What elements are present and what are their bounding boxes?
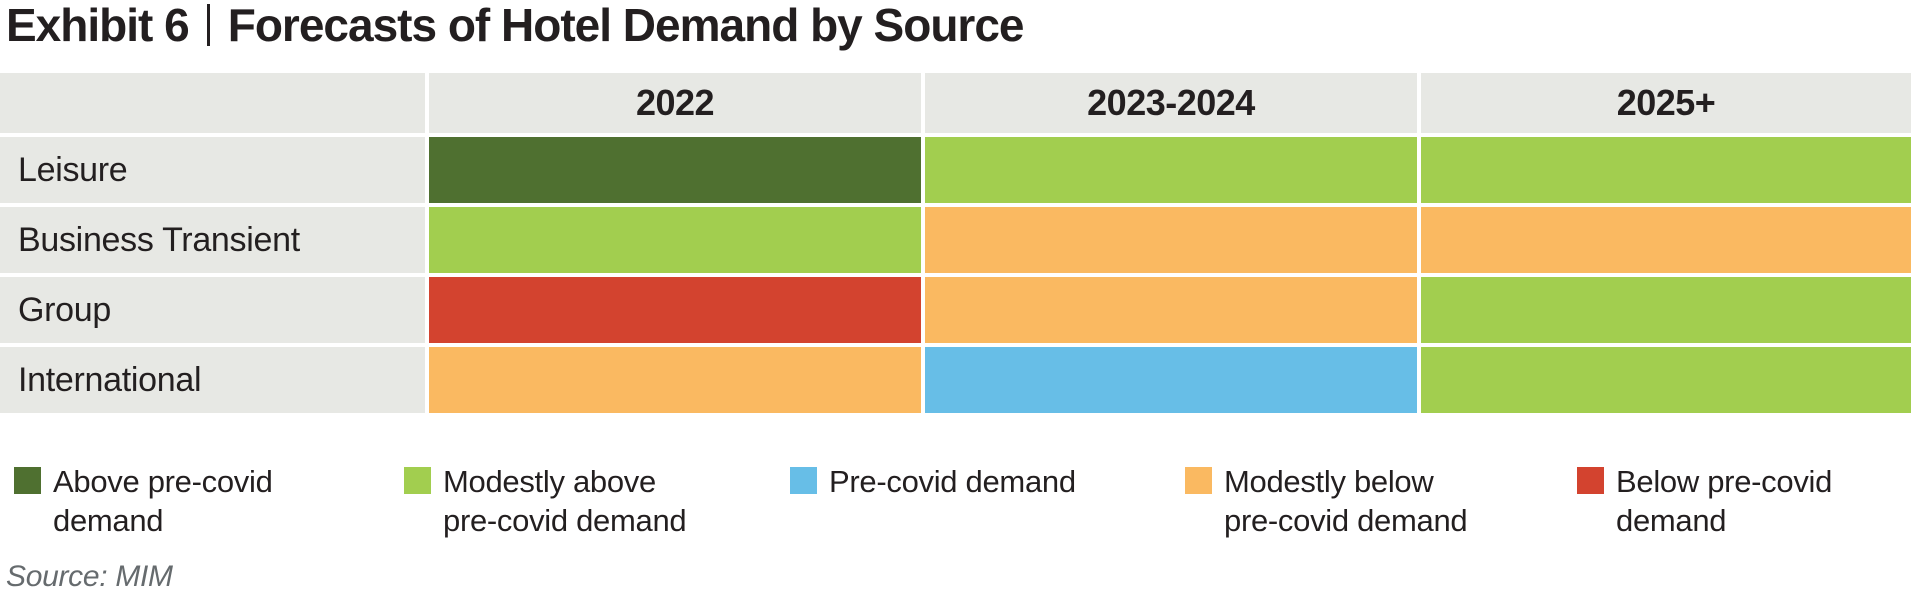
legend-label-pre-covid: Pre-covid demand xyxy=(829,464,1076,499)
legend: Above pre-covid demand Modestly above pr… xyxy=(0,462,1915,557)
legend-item-modestly-below: Modestly below pre-covid demand xyxy=(1185,462,1468,541)
row-label-international: International xyxy=(0,347,425,413)
cell-international-2023-2024 xyxy=(925,347,1417,413)
cell-leisure-2023-2024 xyxy=(925,137,1417,203)
exhibit-title: Exhibit 6 Forecasts of Hotel Demand by S… xyxy=(6,0,1025,51)
legend-item-modestly-above: Modestly above pre-covid demand xyxy=(404,462,687,541)
cell-group-2023-2024 xyxy=(925,277,1417,343)
legend-item-below: Below pre-covid demand xyxy=(1577,462,1832,541)
legend-swatch-above xyxy=(14,467,41,494)
legend-item-pre-covid: Pre-covid demand xyxy=(790,462,1076,501)
row-label-leisure: Leisure xyxy=(0,137,425,203)
column-header-2022: 2022 xyxy=(429,73,921,133)
legend-swatch-below xyxy=(1577,467,1604,494)
cell-leisure-2025-plus xyxy=(1421,137,1911,203)
column-header-2023-2024: 2023-2024 xyxy=(925,73,1417,133)
cell-group-2022 xyxy=(429,277,921,343)
legend-label-below: Below pre-covid demand xyxy=(1616,464,1833,539)
column-header-2025-plus: 2025+ xyxy=(1421,73,1911,133)
legend-label-above: Above pre-covid demand xyxy=(53,464,273,539)
cell-international-2025-plus xyxy=(1421,347,1911,413)
exhibit-number: Exhibit 6 xyxy=(6,0,190,51)
legend-label-modestly-above: Modestly above pre-covid demand xyxy=(443,464,687,539)
row-label-business-transient: Business Transient xyxy=(0,207,425,273)
cell-business-transient-2025-plus xyxy=(1421,207,1911,273)
page-title: Forecasts of Hotel Demand by Source xyxy=(227,0,1025,51)
source-note: Source: MIM xyxy=(6,560,173,593)
legend-label-modestly-below: Modestly below pre-covid demand xyxy=(1224,464,1468,539)
legend-item-above: Above pre-covid demand xyxy=(14,462,273,541)
cell-international-2022 xyxy=(429,347,921,413)
cell-leisure-2022 xyxy=(429,137,921,203)
table-corner-cell xyxy=(0,73,425,133)
demand-table: 2022 2023-2024 2025+ Leisure Business Tr… xyxy=(0,73,1911,413)
legend-swatch-pre-covid xyxy=(790,467,817,494)
cell-business-transient-2023-2024 xyxy=(925,207,1417,273)
row-label-group: Group xyxy=(0,277,425,343)
cell-business-transient-2022 xyxy=(429,207,921,273)
legend-swatch-modestly-below xyxy=(1185,467,1212,494)
legend-swatch-modestly-above xyxy=(404,467,431,494)
title-divider xyxy=(206,4,210,46)
cell-group-2025-plus xyxy=(1421,277,1911,343)
